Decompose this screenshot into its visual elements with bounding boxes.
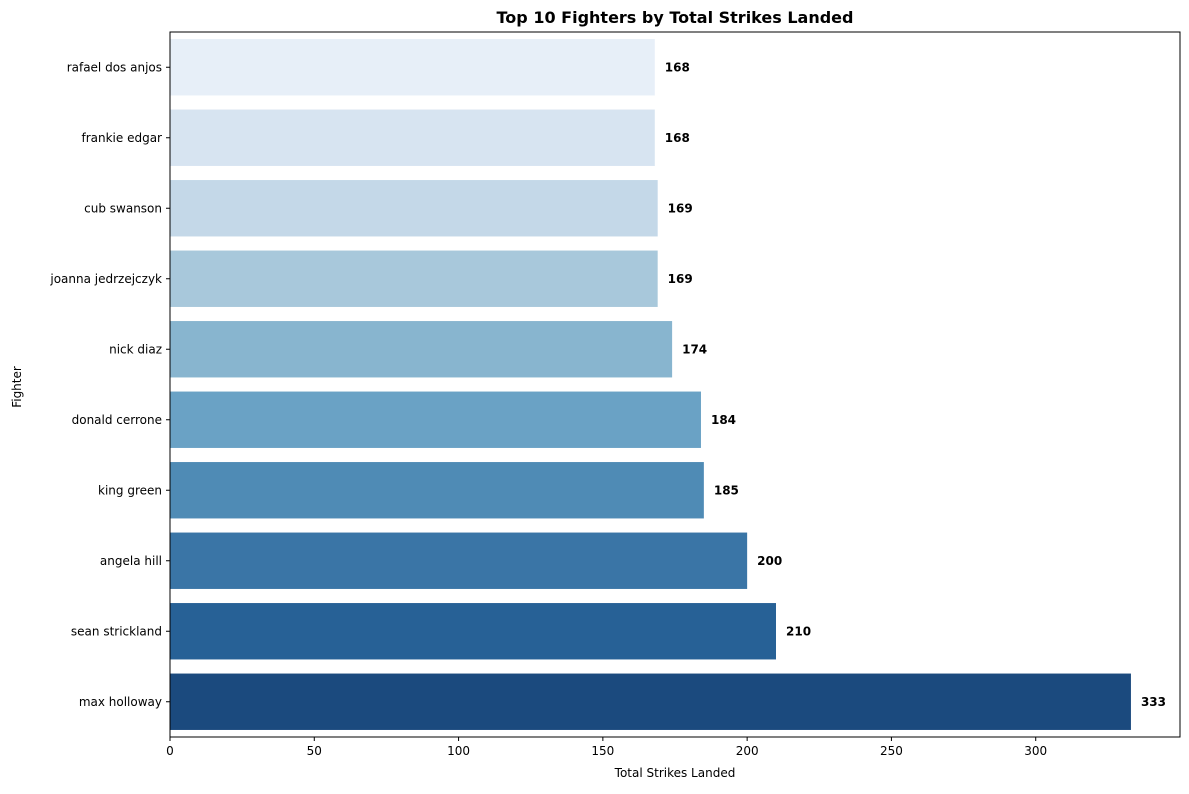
y-tick-label: angela hill: [100, 554, 162, 568]
y-tick-label: sean strickland: [71, 624, 162, 638]
x-tick-label: 150: [591, 744, 614, 758]
bar-value-label: 185: [714, 483, 739, 497]
bar-value-label: 169: [668, 272, 693, 286]
y-tick-label: nick diaz: [109, 342, 162, 356]
y-tick-label: king green: [98, 483, 162, 497]
bar-value-label: 174: [682, 342, 707, 356]
bar-value-label: 200: [757, 554, 782, 568]
x-tick-label: 300: [1024, 744, 1047, 758]
bar-value-label: 168: [665, 131, 690, 145]
bar-value-label: 333: [1141, 695, 1166, 709]
x-axis-title: Total Strikes Landed: [614, 766, 736, 780]
y-tick-label: max holloway: [79, 695, 162, 709]
bar: [170, 109, 655, 166]
y-axis-title: Fighter: [10, 366, 24, 408]
chart-title: Top 10 Fighters by Total Strikes Landed: [497, 8, 854, 27]
bar-value-label: 210: [786, 624, 811, 638]
y-tick-label: donald cerrone: [72, 413, 162, 427]
bar-value-label: 169: [668, 201, 693, 215]
plot-frame: [169, 31, 1181, 738]
x-tick-label: 100: [447, 744, 470, 758]
bar: [170, 603, 776, 660]
y-tick-label: rafael dos anjos: [67, 60, 162, 74]
bar: [170, 321, 673, 378]
bar: [170, 391, 701, 448]
bar: [170, 250, 658, 307]
x-tick-label: 50: [307, 744, 322, 758]
bars-layer: 168 168 169 169 174 184 185 200 210 333: [170, 39, 1166, 730]
y-tick-label: cub swanson: [84, 201, 162, 215]
bar: [170, 39, 655, 96]
x-tick-label: 200: [736, 744, 759, 758]
y-tick-label: frankie edgar: [81, 131, 162, 145]
bar: [170, 532, 748, 589]
x-tick-label: 250: [880, 744, 903, 758]
y-tick-label: joanna jedrzejczyk: [49, 272, 162, 286]
axes-layer: rafael dos anjos frankie edgar cub swanson…: [49, 31, 1181, 758]
x-tick-label: 0: [166, 744, 174, 758]
bar-value-label: 168: [665, 60, 690, 74]
bar-value-label: 184: [711, 413, 736, 427]
bar: [170, 462, 704, 519]
bar: [170, 673, 1131, 730]
bar: [170, 180, 658, 237]
